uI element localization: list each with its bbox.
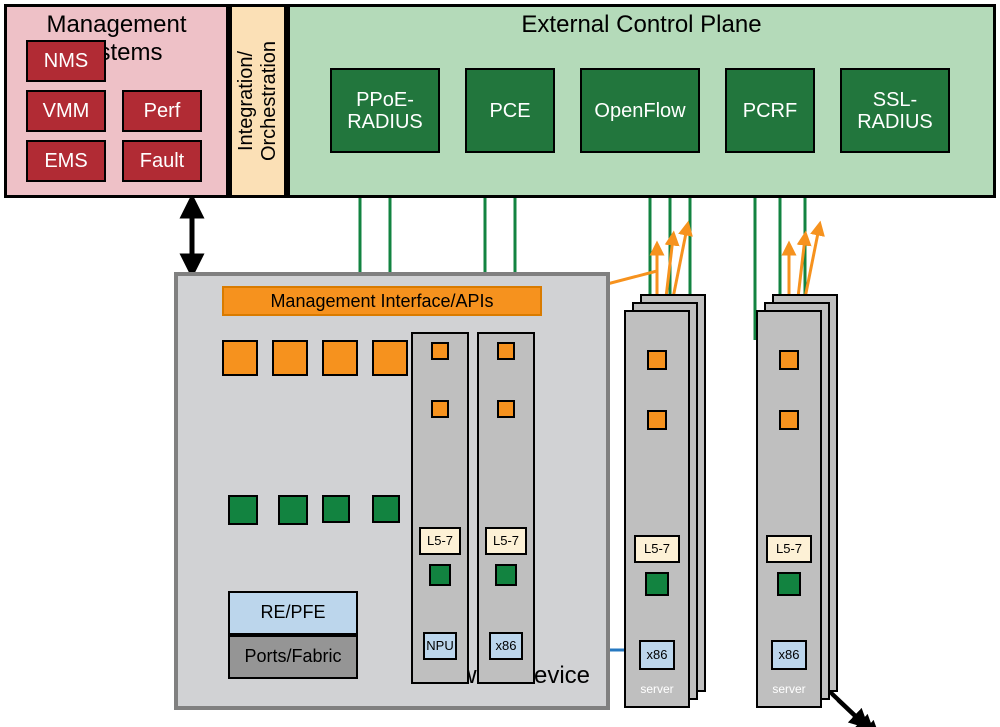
device-orange-box-0 bbox=[222, 340, 258, 376]
card-1-l57: L5-7 bbox=[485, 527, 527, 555]
ecp-block-2: OpenFlow bbox=[580, 68, 700, 153]
server-1-orange-0 bbox=[779, 350, 799, 370]
card-1-orange-1 bbox=[497, 400, 515, 418]
card-0-green bbox=[429, 564, 451, 586]
external-control-plane-title: External Control Plane bbox=[290, 11, 993, 39]
mgmt-block-vmm: VMM bbox=[26, 90, 106, 132]
card-0-orange-1 bbox=[431, 400, 449, 418]
device-green-box-1 bbox=[278, 495, 308, 525]
card-0-orange-0 bbox=[431, 342, 449, 360]
card-1-orange-0 bbox=[497, 342, 515, 360]
ecp-block-0: PPoE- RADIUS bbox=[330, 68, 440, 153]
ports-fabric-block: Ports/Fabric bbox=[228, 635, 358, 679]
device-orange-box-2 bbox=[322, 340, 358, 376]
server-0-chip: x86 bbox=[639, 640, 675, 670]
device-green-box-0 bbox=[228, 495, 258, 525]
server-1-green bbox=[777, 572, 801, 596]
orchestration-label: Integration/ Orchestration bbox=[235, 41, 281, 161]
mgmt-block-fault: Fault bbox=[122, 140, 202, 182]
mgmt-block-ems: EMS bbox=[26, 140, 106, 182]
orchestration-panel: Integration/ Orchestration bbox=[229, 4, 287, 198]
server-0-l57: L5-7 bbox=[634, 535, 680, 563]
card-1-green bbox=[495, 564, 517, 586]
server-0-orange-1 bbox=[647, 410, 667, 430]
ecp-block-4: SSL- RADIUS bbox=[840, 68, 950, 153]
ecp-block-3: PCRF bbox=[725, 68, 815, 153]
mgmt-block-nms: NMS bbox=[26, 40, 106, 82]
server-0-label: server bbox=[624, 682, 690, 696]
server-0-orange-0 bbox=[647, 350, 667, 370]
mgmt-block-perf: Perf bbox=[122, 90, 202, 132]
device-orange-box-1 bbox=[272, 340, 308, 376]
card-0-chip: NPU bbox=[423, 632, 457, 660]
ecp-block-1: PCE bbox=[465, 68, 555, 153]
server-1-l57: L5-7 bbox=[766, 535, 812, 563]
server-1-label: server bbox=[756, 682, 822, 696]
management-interface-apis-bar: Management Interface/APIs bbox=[222, 286, 542, 316]
device-orange-box-3 bbox=[372, 340, 408, 376]
device-green-box-3 bbox=[372, 495, 400, 523]
server-0-green bbox=[645, 572, 669, 596]
server-1-chip: x86 bbox=[771, 640, 807, 670]
re-pfe-block: RE/PFE bbox=[228, 591, 358, 635]
server-1-orange-1 bbox=[779, 410, 799, 430]
card-0-l57: L5-7 bbox=[419, 527, 461, 555]
card-1-chip: x86 bbox=[489, 632, 523, 660]
device-green-box-2 bbox=[322, 495, 350, 523]
